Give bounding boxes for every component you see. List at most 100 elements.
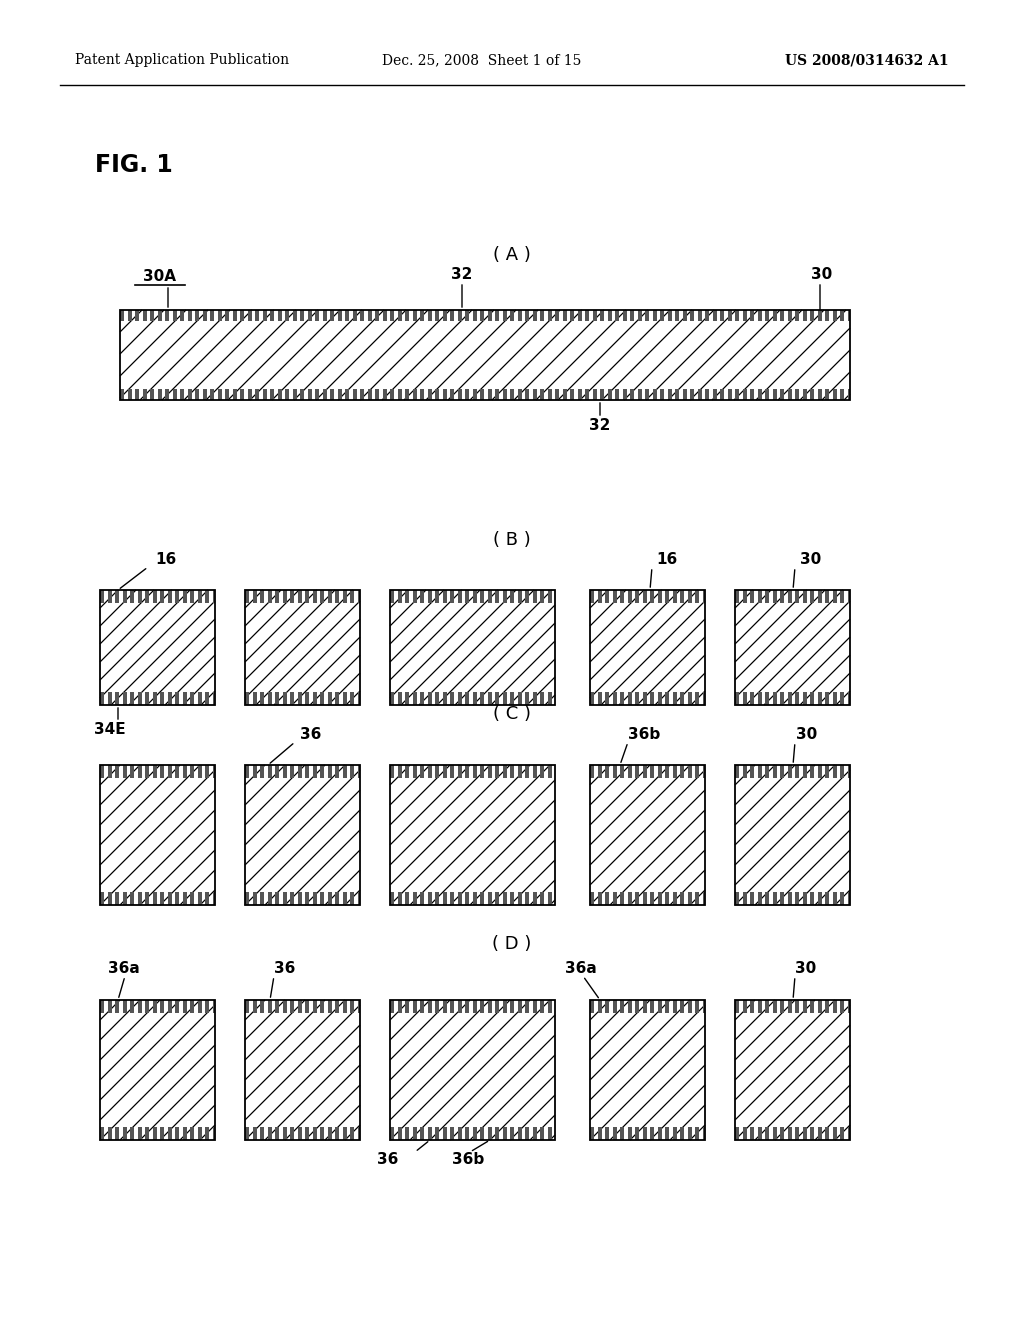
Bar [275, 766, 279, 777]
Bar [153, 1001, 157, 1012]
Bar [465, 590, 469, 603]
Bar [210, 389, 214, 400]
Bar [168, 1127, 171, 1140]
Bar [290, 693, 294, 705]
Bar [605, 590, 609, 603]
Bar [182, 1001, 186, 1012]
Bar [435, 766, 439, 777]
Bar [540, 892, 544, 906]
Bar [442, 892, 446, 906]
Bar [253, 766, 256, 777]
Bar [480, 693, 484, 705]
Bar [305, 892, 309, 906]
Bar [406, 310, 409, 321]
Bar [635, 590, 639, 603]
Bar [298, 693, 301, 705]
Bar [665, 693, 669, 705]
Bar [612, 1127, 616, 1140]
Bar [245, 1001, 249, 1012]
Bar [795, 590, 799, 603]
Bar [145, 1127, 150, 1140]
Bar [683, 310, 686, 321]
Bar [328, 590, 332, 603]
Bar [300, 389, 304, 400]
Bar [442, 1127, 446, 1140]
Bar [612, 766, 616, 777]
Text: Patent Application Publication: Patent Application Publication [75, 53, 289, 67]
Bar [357, 1127, 360, 1140]
Bar [175, 1127, 179, 1140]
Bar [115, 693, 119, 705]
Bar [158, 389, 162, 400]
Bar [480, 1001, 484, 1012]
Bar [182, 693, 186, 705]
Bar [108, 590, 112, 603]
Bar [253, 693, 256, 705]
Bar [253, 892, 256, 906]
Bar [390, 693, 394, 705]
Bar [780, 693, 784, 705]
Bar [690, 310, 694, 321]
Bar [680, 766, 684, 777]
Bar [840, 693, 844, 705]
Bar [695, 766, 699, 777]
Bar [657, 590, 662, 603]
Bar [605, 892, 609, 906]
Bar [420, 1001, 424, 1012]
Bar [275, 892, 279, 906]
Bar [675, 389, 679, 400]
Bar [130, 590, 134, 603]
Bar [145, 590, 150, 603]
Bar [690, 389, 694, 400]
Bar [260, 1001, 264, 1012]
Bar [750, 766, 754, 777]
Bar [472, 389, 476, 400]
Bar [390, 310, 394, 321]
Bar [817, 310, 821, 321]
Bar [638, 389, 641, 400]
Bar [342, 892, 346, 906]
Bar [628, 766, 632, 777]
Bar [390, 590, 555, 705]
Bar [153, 693, 157, 705]
Bar [435, 1001, 439, 1012]
Bar [620, 590, 624, 603]
Bar [413, 310, 417, 321]
Bar [145, 1001, 150, 1012]
Bar [605, 766, 609, 777]
Bar [833, 310, 837, 321]
Bar [240, 389, 244, 400]
Bar [795, 693, 799, 705]
Bar [540, 389, 544, 400]
Text: Dec. 25, 2008  Sheet 1 of 15: Dec. 25, 2008 Sheet 1 of 15 [382, 53, 582, 67]
Bar [465, 693, 469, 705]
Bar [833, 892, 837, 906]
Bar [450, 1001, 454, 1012]
Bar [450, 310, 454, 321]
Bar [750, 1001, 754, 1012]
Bar [540, 1001, 544, 1012]
Bar [623, 389, 627, 400]
Bar [323, 389, 327, 400]
Bar [590, 766, 705, 906]
Bar [435, 1127, 439, 1140]
Bar [260, 590, 264, 603]
Bar [413, 766, 417, 777]
Text: 36: 36 [300, 727, 322, 742]
Bar [390, 766, 555, 906]
Bar [335, 766, 339, 777]
Bar [100, 1001, 215, 1140]
Bar [532, 590, 537, 603]
Bar [840, 766, 844, 777]
Bar [283, 766, 287, 777]
Bar [205, 590, 209, 603]
Bar [548, 1001, 552, 1012]
Text: 36b: 36b [628, 727, 660, 742]
Bar [578, 389, 582, 400]
Bar [352, 310, 356, 321]
Bar [735, 1001, 850, 1140]
Bar [442, 389, 446, 400]
Bar [680, 1127, 684, 1140]
Bar [503, 389, 507, 400]
Bar [652, 310, 656, 321]
